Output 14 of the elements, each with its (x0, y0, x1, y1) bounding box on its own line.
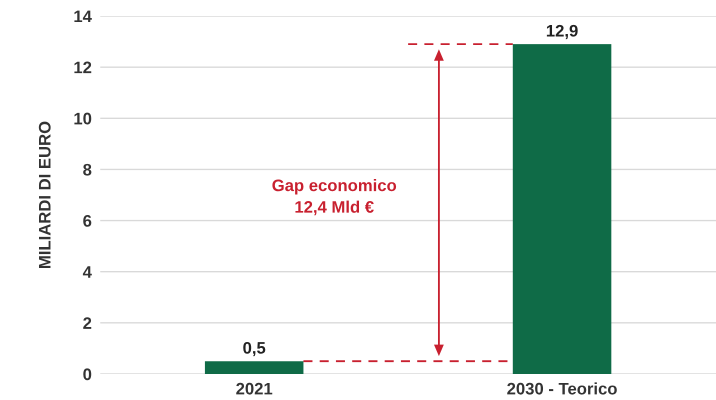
y-tick-label: 6 (83, 214, 92, 227)
y-tick-label: 2 (83, 317, 92, 329)
y-tick-label: 0 (83, 368, 92, 380)
x-tick-label: 2021 (236, 382, 272, 395)
data-label: 0,5 (243, 342, 266, 356)
y-tick-label: 12 (74, 62, 92, 74)
data-label: 12,9 (546, 24, 578, 40)
x-tick-label: 2030 - Teorico (507, 382, 617, 395)
y-tick-label: 4 (82, 266, 92, 278)
y-tick-label: 8 (83, 164, 92, 176)
y-tick-label: 10 (74, 112, 92, 124)
annotation: Gap economico 12,4 Mld € (272, 179, 396, 216)
y-tick-label: 14 (74, 10, 92, 22)
y-axis-title: MILIARDI DI EURO (38, 122, 51, 268)
